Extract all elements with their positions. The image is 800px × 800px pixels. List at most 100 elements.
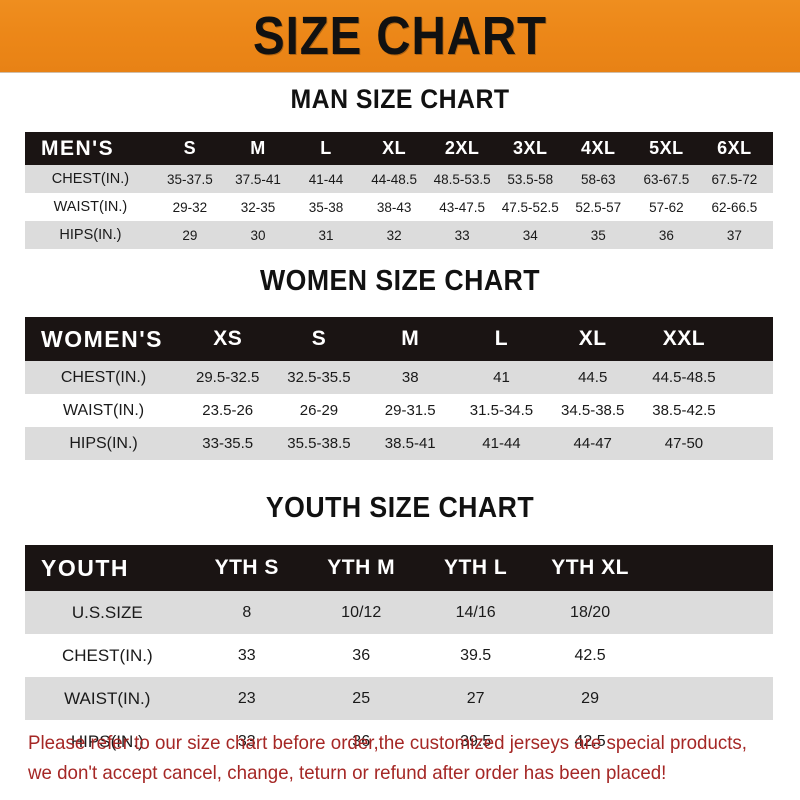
man-column-header: XL [360,132,429,165]
women-table-row: HIPS(IN.) 33-35.5 35.5-38.5 38.5-41 41-44 44-… [25,427,773,460]
women-cell: 41 [455,361,548,394]
man-column-header: 6XL [700,132,769,165]
man-cell: 33 [428,221,497,249]
women-row-filler [729,394,773,427]
youth-cell: 36 [303,720,419,763]
women-corner-label: WOMEN'S [25,317,183,361]
man-table-row: WAIST(IN.) 29-32 32-35 35-38 38-43 43-47.5 47.… [25,193,773,221]
man-cell: 57-62 [632,193,701,221]
youth-column-header: YTH S [189,545,304,591]
man-column-header: 5XL [632,132,701,165]
man-cell: 36 [632,221,701,249]
man-cell: 35-37.5 [155,165,224,193]
youth-table-row: HIPS(IN.) 33 36 39.5 42.5 [25,720,773,763]
man-cell: 41-44 [292,165,361,193]
women-cell: 29-31.5 [364,394,456,427]
women-cell: 23.5-26 [182,394,274,427]
man-cell: 32-35 [223,193,293,221]
man-cell: 38-43 [360,193,429,221]
women-column-header: M [364,317,456,361]
man-table-row: CHEST(IN.) 35-37.5 37.5-41 41-44 44-48.5 48.5… [25,165,773,193]
women-cell: 38.5-41 [364,427,456,460]
man-size-table: MEN'S S M L XL 2XL 3XL 4XL 5XL 6XL CHEST(IN.) 35-3… [25,132,773,249]
women-cell: 32.5-35.5 [273,361,365,394]
women-row-label: WAIST(IN.) [25,394,183,427]
man-row-label: HIPS(IN.) [25,221,156,249]
youth-row-filler [647,677,773,720]
man-cell: 63-67.5 [632,165,701,193]
women-column-header: XS [182,317,274,361]
man-table-header: MEN'S S M L XL 2XL 3XL 4XL 5XL 6XL [25,132,773,165]
man-cell: 37 [700,221,769,249]
man-cell: 44-48.5 [360,165,429,193]
women-header-filler [729,317,773,361]
youth-corner-label: YOUTH [25,545,190,591]
man-section-title: MAN SIZE CHART [290,84,510,114]
women-cell: 47-50 [638,427,730,460]
man-cell: 58-63 [564,165,633,193]
women-table-row: CHEST(IN.) 29.5-32.5 32.5-35.5 38 41 44.5 44.5… [25,361,773,394]
youth-cell: 8 [189,591,304,634]
man-cell: 52.5-57 [564,193,633,221]
youth-header-filler [647,545,773,591]
women-column-header: L [455,317,548,361]
youth-row-label: WAIST(IN.) [25,677,190,720]
women-column-header: S [273,317,365,361]
man-cell: 37.5-41 [223,165,293,193]
women-cell: 34.5-38.5 [547,394,639,427]
youth-cell: 33 [189,634,304,677]
man-cell: 34 [496,221,565,249]
women-column-header: XL [547,317,639,361]
youth-cell: 23 [189,677,304,720]
youth-row-label: U.S.SIZE [25,591,190,634]
order-policy-note: Please refer to our size chart before or… [28,728,748,788]
order-policy-note-line-2: we don't accept cancel, change, teturn o… [28,762,667,784]
man-cell: 48.5-53.5 [428,165,497,193]
women-row-filler [729,361,773,394]
man-column-header: 4XL [564,132,633,165]
women-cell: 41-44 [455,427,548,460]
man-cell: 67.5-72 [700,165,769,193]
man-cell: 43-47.5 [428,193,497,221]
women-cell: 44.5-48.5 [638,361,730,394]
youth-row-label: CHEST(IN.) [25,634,190,677]
youth-header-row: YOUTH YTH S YTH M YTH L YTH XL [25,545,773,591]
page-banner: SIZE CHART [0,0,800,72]
youth-table-row: WAIST(IN.) 23 25 27 29 [25,677,773,720]
youth-cell: 42.5 [532,720,648,763]
youth-cell: 18/20 [532,591,648,634]
man-row-label: CHEST(IN.) [25,165,156,193]
youth-cell: 29 [532,677,648,720]
youth-cell: 42.5 [532,634,648,677]
man-header-row: MEN'S S M L XL 2XL 3XL 4XL 5XL 6XL [25,132,773,165]
youth-cell: 39.5 [418,720,533,763]
women-cell: 44.5 [547,361,639,394]
man-table-body: CHEST(IN.) 35-37.5 37.5-41 41-44 44-48.5 48.5… [25,165,773,249]
women-cell: 38.5-42.5 [638,394,730,427]
man-cell: 35-38 [292,193,361,221]
man-table-row: HIPS(IN.) 29 30 31 32 33 34 35 36 37 [25,221,773,249]
man-column-header: 3XL [496,132,565,165]
youth-column-header: YTH XL [532,545,648,591]
women-row-label: CHEST(IN.) [25,361,183,394]
youth-row-filler [647,591,773,634]
women-cell: 38 [364,361,456,394]
women-cell: 26-29 [273,394,365,427]
youth-column-header: YTH L [418,545,533,591]
youth-cell: 10/12 [303,591,419,634]
man-header-filler [768,132,773,165]
man-cell: 62-66.5 [700,193,769,221]
man-column-header: S [155,132,224,165]
man-cell: 31 [292,221,361,249]
youth-cell: 39.5 [418,634,533,677]
women-size-table: WOMEN'S XS S M L XL XXL CHEST(IN.) 29.5-32.5 32.… [25,317,773,460]
women-cell: 31.5-34.5 [455,394,548,427]
women-table-row: WAIST(IN.) 23.5-26 26-29 29-31.5 31.5-34.5 34… [25,394,773,427]
youth-size-table: YOUTH YTH S YTH M YTH L YTH XL U.S.SIZE 8 10/1… [25,545,773,763]
women-header-row: WOMEN'S XS S M L XL XXL [25,317,773,361]
women-cell: 44-47 [547,427,639,460]
youth-cell: 36 [303,634,419,677]
youth-row-filler [647,720,773,763]
women-row-filler [729,427,773,460]
